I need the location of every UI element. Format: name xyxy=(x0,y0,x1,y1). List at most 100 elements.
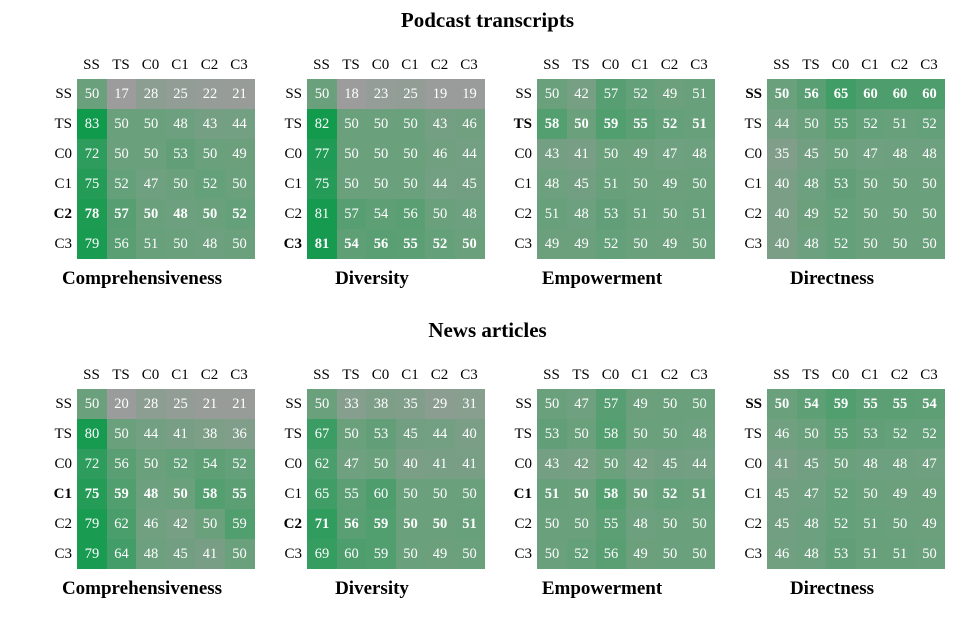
heatmap-cell: 38 xyxy=(195,419,225,449)
heatmap-cell: 48 xyxy=(165,109,196,139)
row-label: C0 xyxy=(514,146,532,162)
column-label: C2 xyxy=(430,57,449,73)
heatmap-cell: 50 xyxy=(684,539,715,569)
heatmap-cell: 46 xyxy=(425,139,455,169)
column-label: C0 xyxy=(371,367,390,383)
heatmap-cell: 19 xyxy=(454,79,485,109)
heatmap-panel: SS TS C0 C1 C2 C3 SS TS C0 C1 C2 C3 50 18 23 25 19 19 82 50… xyxy=(270,55,485,289)
heatmap-cell: 50 xyxy=(195,199,225,229)
column-label: SS xyxy=(83,367,100,383)
heatmap-cell: 57 xyxy=(106,199,137,229)
column-label: C0 xyxy=(831,57,850,73)
column-label: C1 xyxy=(171,57,189,73)
heatmap-cell: 50 xyxy=(224,539,255,569)
heatmap-cell: 48 xyxy=(796,229,827,259)
heatmap-title: Directness xyxy=(789,268,875,289)
heatmap-cell: 52 xyxy=(826,199,856,229)
heatmap-cell: 52 xyxy=(826,229,856,259)
heatmap-cell: 47 xyxy=(566,389,597,419)
heatmap-cell: 50 xyxy=(77,79,107,109)
heatmap-cell: 22 xyxy=(195,79,225,109)
row-label: C2 xyxy=(283,516,302,532)
heatmap-cell: 49 xyxy=(914,509,945,539)
heatmap-cell: 45 xyxy=(454,169,485,199)
heatmap-cell: 58 xyxy=(195,479,225,509)
heatmap-cell: 50 xyxy=(885,229,915,259)
heatmap-cell: 49 xyxy=(655,79,685,109)
column-label: C3 xyxy=(460,57,478,73)
heatmap-cell: 52 xyxy=(596,229,626,259)
heatmap-cell: 50 xyxy=(106,419,137,449)
heatmap-cell: 57 xyxy=(596,389,626,419)
heatmap-cell: 48 xyxy=(885,449,915,479)
heatmap-cell: 51 xyxy=(684,479,715,509)
row-label: C1 xyxy=(53,486,72,502)
heatmap-cell: 49 xyxy=(537,229,567,259)
heatmap-cell: 55 xyxy=(336,479,367,509)
heatmap-panel: SS TS C0 C1 C2 C3 SS TS C0 C1 C2 C3 50 56 65 60 60 60 44 50… xyxy=(730,55,945,289)
heatmap-cell: 53 xyxy=(537,419,567,449)
column-label: C1 xyxy=(631,367,649,383)
heatmap-cell: 64 xyxy=(106,539,137,569)
heatmap-cell: 56 xyxy=(336,509,367,539)
heatmap-cell: 51 xyxy=(684,79,715,109)
heatmap-cell: 50 xyxy=(914,229,945,259)
heatmap-cell: 50 xyxy=(566,509,597,539)
heatmap-cell: 50 xyxy=(336,139,367,169)
heatmap-cell: 62 xyxy=(307,449,337,479)
column-label: C0 xyxy=(141,367,160,383)
row-label: TS xyxy=(514,426,532,442)
heatmap-cell: 51 xyxy=(625,199,656,229)
heatmap-cell: 25 xyxy=(165,79,196,109)
heatmap-cell: 49 xyxy=(885,479,915,509)
heatmap-cell: 50 xyxy=(366,139,396,169)
row-label: C2 xyxy=(514,516,532,532)
heatmap-cell: 48 xyxy=(136,479,166,509)
heatmap-cell: 52 xyxy=(826,509,856,539)
row-label: SS xyxy=(515,396,532,412)
heatmap-cell: 59 xyxy=(366,539,396,569)
row-label: C1 xyxy=(514,176,532,192)
row-label: C3 xyxy=(283,236,302,252)
heatmap-cell: 50 xyxy=(366,109,396,139)
heatmap-cell: 53 xyxy=(596,199,626,229)
heatmap-cell: 50 xyxy=(136,449,166,479)
row-label: SS xyxy=(285,86,302,102)
column-label: SS xyxy=(773,57,790,73)
heatmap-cell: 50 xyxy=(914,539,945,569)
column-label: C2 xyxy=(660,367,679,383)
heatmap-cell: 43 xyxy=(195,109,225,139)
heatmap-cell: 81 xyxy=(307,199,337,229)
heatmap-cell: 21 xyxy=(224,79,255,109)
row-label: C1 xyxy=(744,176,762,192)
heatmap-title: Comprehensiveness xyxy=(61,578,223,599)
heatmap-cell: 58 xyxy=(596,419,626,449)
heatmap-cell: 54 xyxy=(195,449,225,479)
column-label: C3 xyxy=(920,367,938,383)
heatmap-cell: 75 xyxy=(77,169,107,199)
heatmap-cell: 45 xyxy=(566,169,597,199)
heatmap-cell: 51 xyxy=(855,539,886,569)
heatmap-cell: 50 xyxy=(767,389,797,419)
heatmap-cell: 40 xyxy=(767,169,797,199)
heatmap-cell: 59 xyxy=(826,389,856,419)
heatmap-cell: 48 xyxy=(195,229,225,259)
row-label: C2 xyxy=(744,516,762,532)
heatmap-cell: 50 xyxy=(395,169,426,199)
heatmap-cell: 17 xyxy=(106,79,137,109)
heatmap-cell: 41 xyxy=(425,449,455,479)
heatmap-cell: 50 xyxy=(596,139,626,169)
heatmap-cell: 49 xyxy=(914,479,945,509)
heatmap-title: Diversity xyxy=(335,578,409,599)
heatmap-cell: 51 xyxy=(885,539,915,569)
heatmap-cell: 45 xyxy=(395,419,426,449)
heatmap-cell: 47 xyxy=(855,139,886,169)
heatmap-cell: 49 xyxy=(655,229,685,259)
heatmap-panel: SS TS C0 C1 C2 C3 SS TS C0 C1 C2 C3 50 17 28 25 22 21 83 50… xyxy=(40,55,255,289)
heatmap-cell: 43 xyxy=(537,449,567,479)
heatmap-cell: 49 xyxy=(625,139,656,169)
heatmap-cell: 52 xyxy=(914,419,945,449)
row-label: SS xyxy=(745,396,762,412)
row-label: SS xyxy=(285,396,302,412)
heatmap-cell: 51 xyxy=(596,169,626,199)
